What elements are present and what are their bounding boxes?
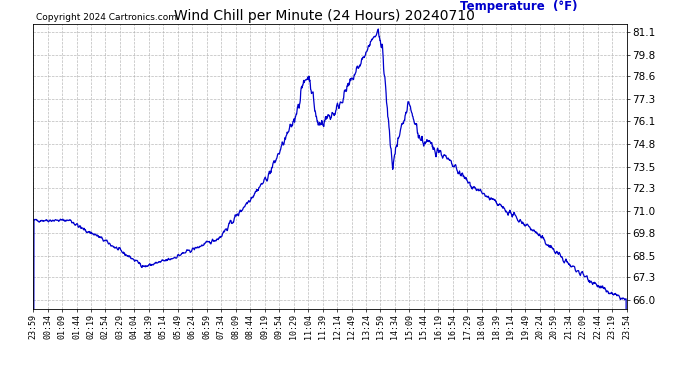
Text: Temperature  (°F): Temperature (°F)	[460, 0, 578, 13]
Text: Copyright 2024 Cartronics.com: Copyright 2024 Cartronics.com	[36, 12, 177, 21]
Text: Wind Chill per Minute (24 Hours) 20240710: Wind Chill per Minute (24 Hours) 2024071…	[174, 9, 475, 23]
